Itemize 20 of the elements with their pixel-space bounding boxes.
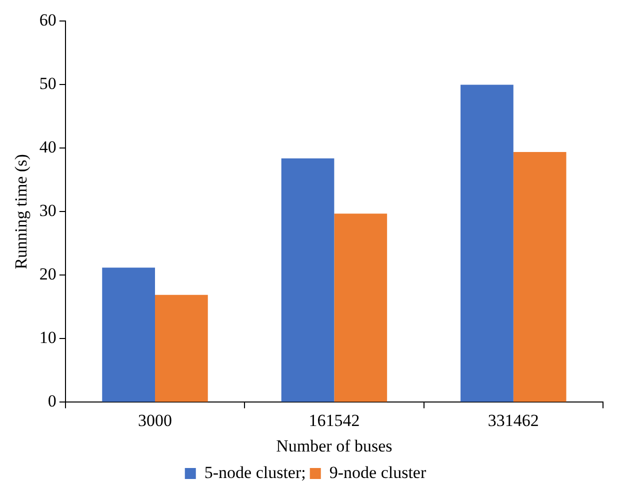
bar [102,268,155,402]
bar [334,214,388,402]
bar [281,158,334,402]
legend-label: 9-node cluster [329,462,426,482]
legend-label: 5-node cluster; [204,462,306,482]
x-axis-title: Number of buses [276,436,392,456]
bar [155,294,208,402]
x-tick-label: 3000 [138,410,172,430]
x-tick-label: 331462 [488,410,539,430]
y-tick-label: 50 [39,74,56,94]
y-tick-label: 0 [48,392,56,411]
x-tick-label: 161542 [308,410,360,430]
y-tick-label: 40 [39,138,56,157]
y-axis-title: Running time (s) [12,154,31,270]
y-tick-label: 20 [39,264,56,284]
bar [460,84,514,402]
bar [513,152,566,402]
y-tick-label: 60 [39,10,56,30]
y-tick-label: 30 [39,201,56,220]
y-tick-label: 10 [39,328,56,348]
